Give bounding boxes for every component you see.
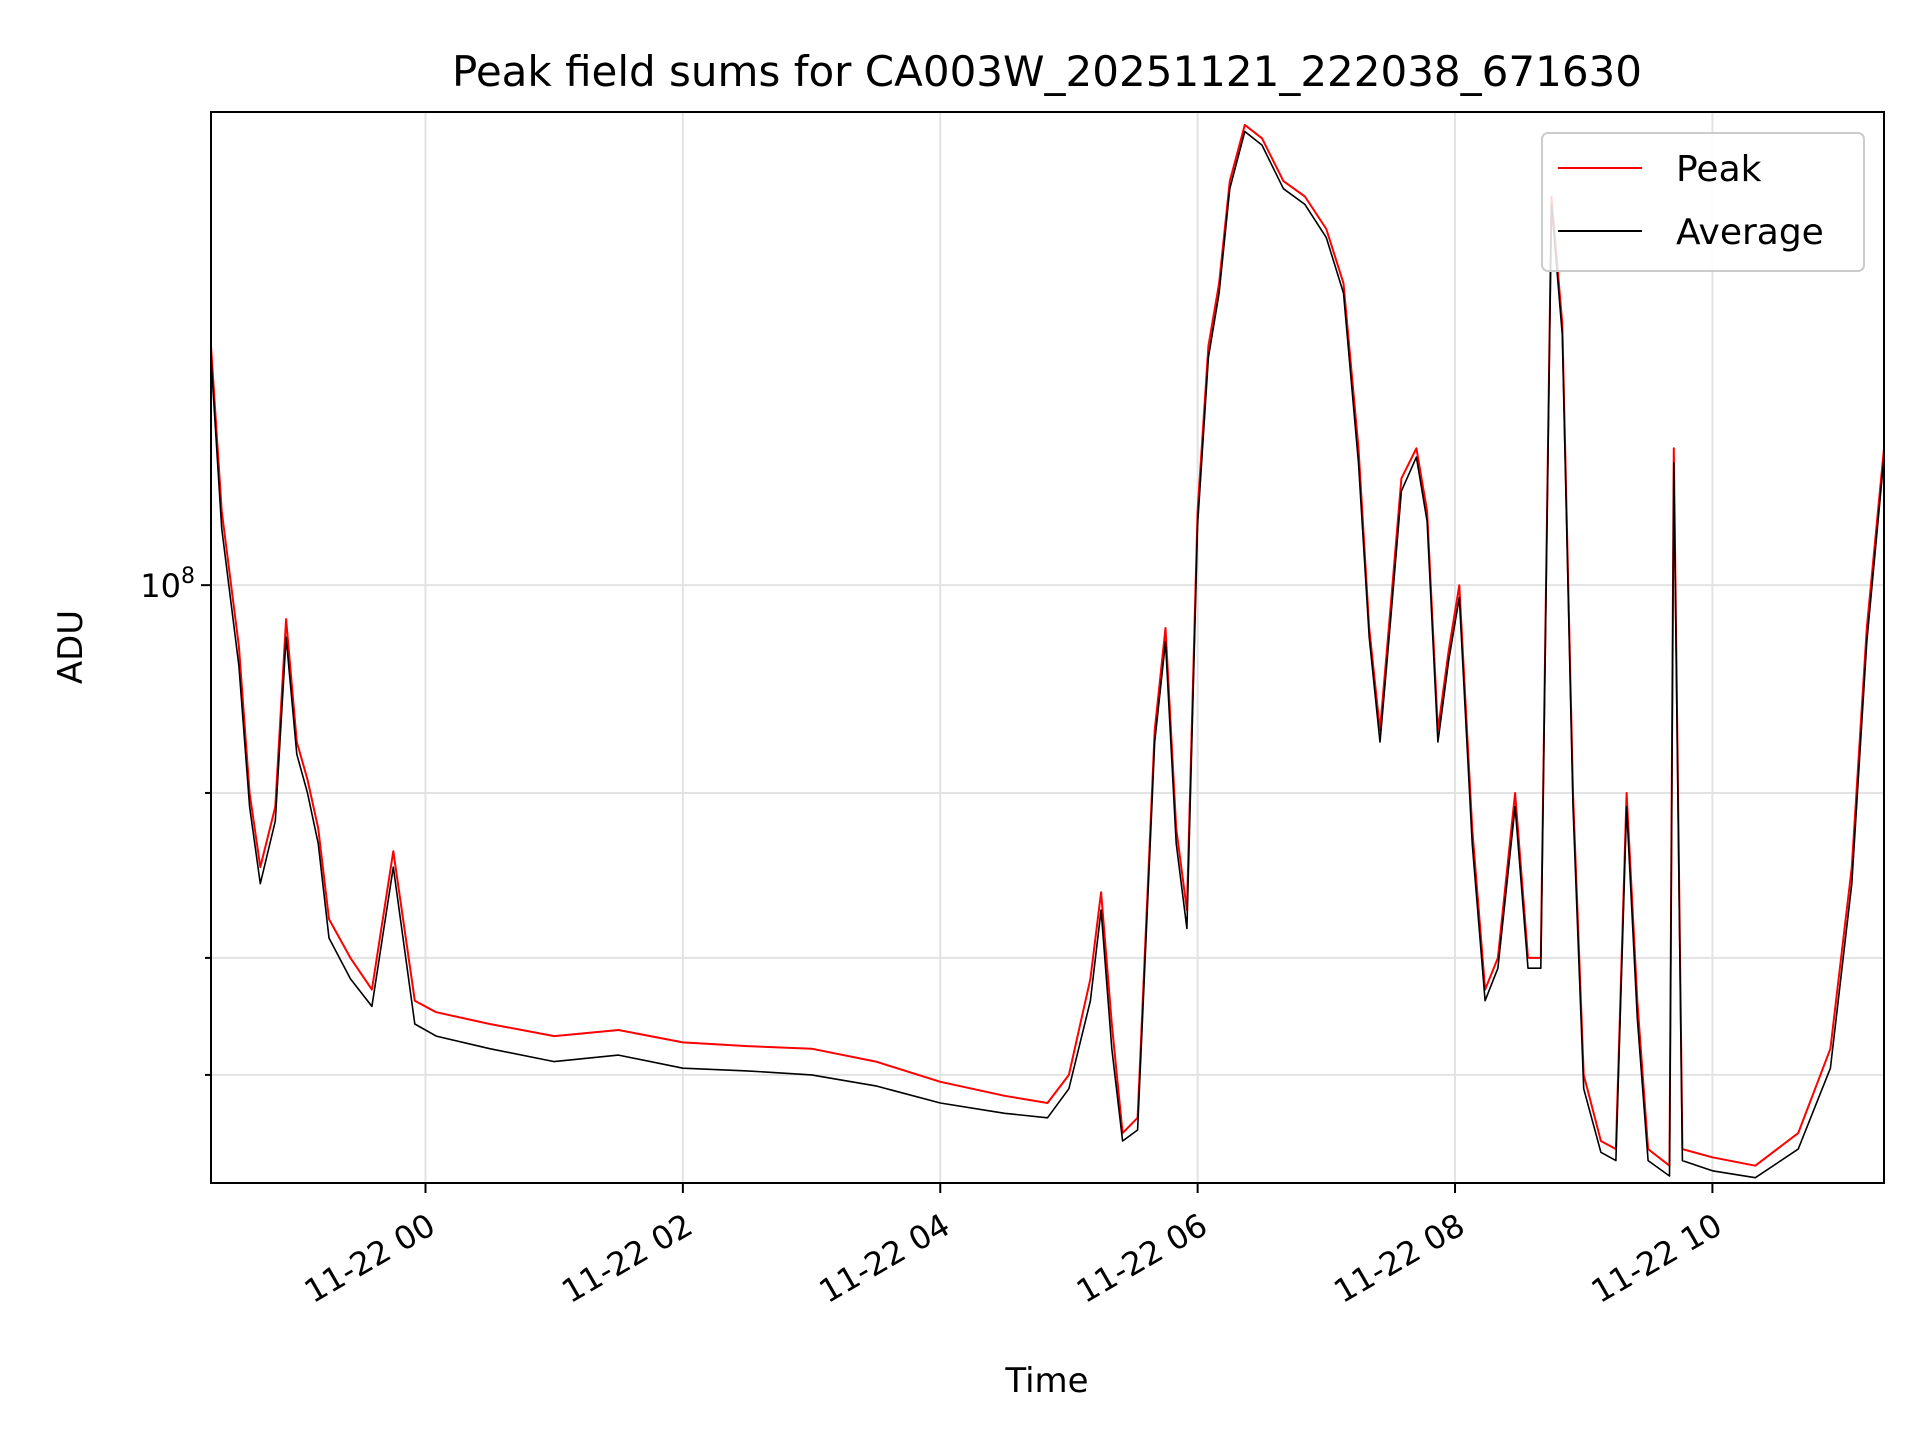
y-tick-label-exponent: 8	[181, 564, 195, 589]
series-line-peak	[210, 123, 1885, 1167]
chart-title: Peak field sums for CA003W_20251121_2220…	[452, 47, 1642, 96]
series-line-average	[210, 130, 1885, 1179]
legend-label-average: Average	[1676, 212, 1824, 253]
y-tick-label-base: 10	[140, 567, 181, 605]
legend: Peak Average	[1541, 132, 1865, 272]
series-layer	[210, 123, 1885, 1179]
y-axis-title: ADU	[51, 610, 91, 684]
plot-frame	[210, 111, 1885, 1184]
grid	[211, 112, 1884, 1183]
x-axis-title: Time	[1004, 1361, 1088, 1401]
legend-label-peak: Peak	[1676, 149, 1762, 190]
y-tick-label: 108	[140, 564, 195, 605]
